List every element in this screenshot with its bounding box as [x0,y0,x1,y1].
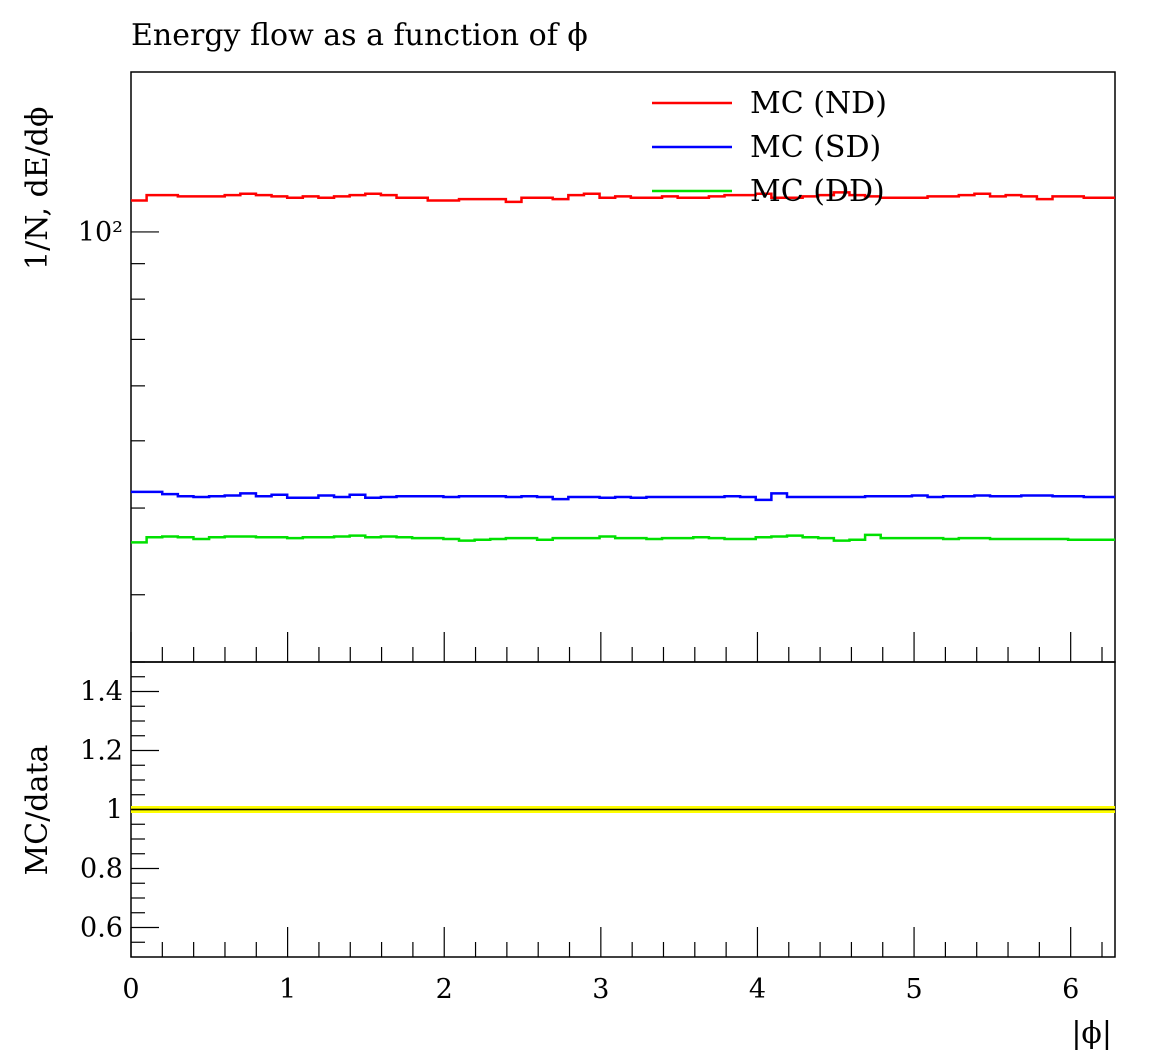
main-panel: 10² 1/N, dE/dϕ MC (ND) MC (SD) MC (DD) [20,71,1116,663]
series-line-1 [131,191,1115,204]
series-line-3 [131,533,1115,544]
ratio-y-tick-label: 0.6 [80,913,123,944]
main-series-group [131,191,1115,544]
main-y-ticks: 10² [78,217,159,596]
series-line-2 [131,490,1115,502]
x-tick-label: 2 [436,974,453,1005]
x-tick-label: 0 [122,974,139,1005]
legend-label-2: MC (SD) [750,130,881,165]
x-tick-label: 1 [279,974,296,1005]
ratio-x-ticks: 0 1 2 3 4 5 6 [122,927,1103,1005]
ratio-y-tick-label: 1.2 [80,736,123,767]
ratio-y-ticks: 0.6 0.8 1 1.2 1.4 [80,661,159,944]
x-tick-label: 5 [905,974,922,1005]
main-y-axis-label: 1/N, dE/dϕ [20,107,55,270]
x-tick-label: 6 [1062,974,1079,1005]
ratio-y-tick-label: 1.4 [80,677,123,708]
chart-title: Energy flow as a function of ϕ [131,18,588,53]
legend-label-1: MC (ND) [750,86,887,121]
ratio-y-axis-label: MC/data [20,744,55,875]
legend-label-3: MC (DD) [750,174,885,209]
main-y-tick-label: 10² [78,217,123,248]
x-axis-label: |ϕ| [1071,1016,1112,1051]
ratio-panel: 0.6 0.8 1 1.2 1.4 0 1 2 3 4 5 6 MC/data [20,661,1116,1005]
x-tick-label: 4 [749,974,766,1005]
legend: MC (ND) MC (SD) MC (DD) [652,86,887,209]
x-tick-label: 3 [592,974,609,1005]
ratio-y-tick-label: 1 [106,795,123,826]
main-x-ticks [130,632,1103,662]
ratio-y-tick-label: 0.8 [80,854,123,885]
